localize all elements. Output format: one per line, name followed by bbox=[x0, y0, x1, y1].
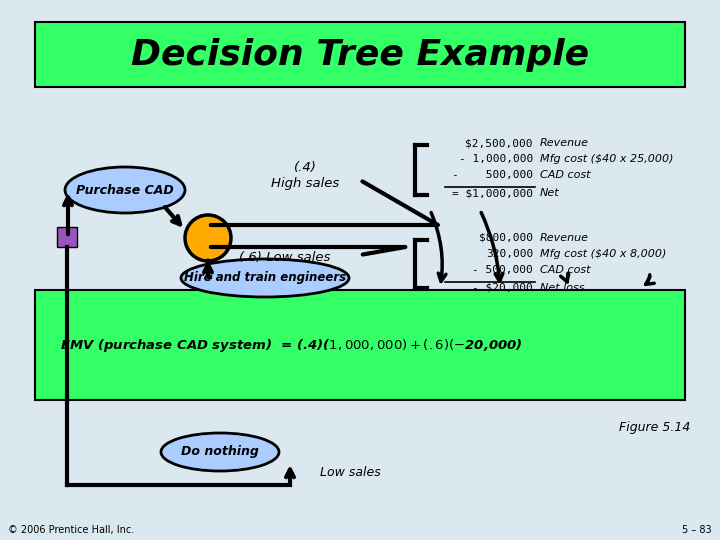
Text: Low sales: Low sales bbox=[320, 465, 380, 478]
Text: Revenue: Revenue bbox=[540, 138, 589, 148]
Text: High sales: High sales bbox=[271, 177, 339, 190]
Text: - $20,000: - $20,000 bbox=[472, 283, 533, 293]
Text: Mfg cost ($40 x 25,000): Mfg cost ($40 x 25,000) bbox=[540, 154, 673, 164]
Text: 5 – 83: 5 – 83 bbox=[683, 525, 712, 535]
Text: (.4): (.4) bbox=[294, 161, 316, 174]
Text: (.6) Low sales: (.6) Low sales bbox=[239, 252, 330, 265]
Ellipse shape bbox=[65, 167, 185, 213]
Text: CAD cost: CAD cost bbox=[540, 265, 590, 275]
Text: Net loss: Net loss bbox=[540, 283, 585, 293]
Text: © 2006 Prentice Hall, Inc.: © 2006 Prentice Hall, Inc. bbox=[8, 525, 134, 535]
FancyBboxPatch shape bbox=[35, 22, 685, 87]
Circle shape bbox=[185, 215, 231, 261]
Text: - 1,000,000: - 1,000,000 bbox=[459, 154, 533, 164]
Text: Do nothing: Do nothing bbox=[181, 446, 259, 458]
Text: EMV (purchase CAD system)  = (.4)($1,000,000) + (.6)(- $20,000): EMV (purchase CAD system) = (.4)($1,000,… bbox=[60, 338, 523, 354]
Text: Decision Tree Example: Decision Tree Example bbox=[131, 38, 589, 72]
Text: = $1,000,000: = $1,000,000 bbox=[452, 188, 533, 198]
Text: -    500,000: - 500,000 bbox=[452, 170, 533, 180]
Text: 320,000: 320,000 bbox=[486, 249, 533, 259]
Ellipse shape bbox=[181, 259, 349, 297]
Text: - 500,000: - 500,000 bbox=[472, 265, 533, 275]
Text: Mfg cost ($40 x 8,000): Mfg cost ($40 x 8,000) bbox=[540, 249, 667, 259]
FancyBboxPatch shape bbox=[35, 290, 685, 400]
Text: Hire and train engineers: Hire and train engineers bbox=[184, 272, 346, 285]
Ellipse shape bbox=[161, 433, 279, 471]
Text: $800,000: $800,000 bbox=[479, 233, 533, 243]
Text: Purchase CAD: Purchase CAD bbox=[76, 184, 174, 197]
FancyBboxPatch shape bbox=[57, 227, 77, 247]
Text: $2,500,000: $2,500,000 bbox=[466, 138, 533, 148]
Text: Figure 5.14: Figure 5.14 bbox=[618, 422, 690, 435]
Text: Revenue: Revenue bbox=[540, 233, 589, 243]
Text: Net: Net bbox=[540, 188, 559, 198]
Text: CAD cost: CAD cost bbox=[540, 170, 590, 180]
